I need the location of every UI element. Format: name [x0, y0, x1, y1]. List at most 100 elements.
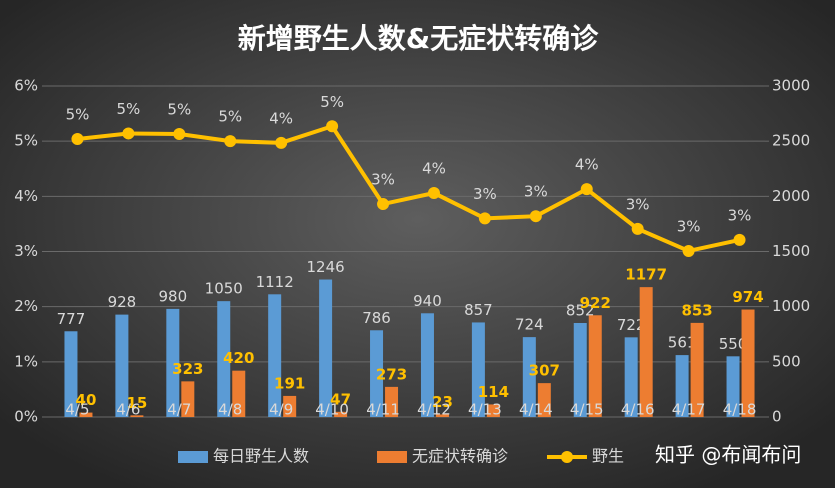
line-label: 3%: [626, 195, 650, 213]
x-tick-label: 4/17: [672, 401, 706, 419]
line-point: [427, 187, 440, 200]
x-tick-label: 4/15: [570, 401, 604, 419]
bar: [588, 315, 602, 417]
x-tick-label: 4/5: [65, 401, 89, 419]
bar: [181, 381, 195, 417]
line-label: 3%: [473, 185, 497, 203]
bar: [370, 330, 384, 417]
bar-label: 722: [617, 316, 646, 334]
legend-label: 无症状转确诊: [412, 447, 508, 466]
bar-label: 420: [223, 349, 254, 367]
line-point: [631, 222, 644, 235]
bar-label: 857: [464, 301, 493, 319]
y2-tick-label: 1000: [772, 297, 810, 315]
line-label: 5%: [218, 108, 242, 126]
line-label: 4%: [575, 156, 599, 174]
bar-label: 15: [126, 394, 147, 412]
x-tick-label: 4/12: [417, 401, 451, 419]
x-tick-label: 4/11: [366, 401, 400, 419]
y2-tick-label: 0: [772, 408, 782, 426]
line-point: [529, 210, 542, 223]
bar: [573, 322, 587, 417]
x-tick-label: 4/10: [315, 401, 349, 419]
bar-label: 724: [515, 316, 544, 334]
bar-label: 777: [57, 310, 86, 328]
x-tick-label: 4/7: [167, 401, 191, 419]
x-tick-label: 4/8: [218, 401, 242, 419]
line-point: [580, 183, 593, 196]
x-tick-label: 4/18: [723, 401, 757, 419]
line-label: 4%: [269, 109, 293, 127]
bar: [639, 287, 653, 417]
bar-label: 307: [529, 362, 560, 380]
bar: [166, 308, 180, 417]
line-point: [478, 212, 491, 225]
x-tick-label: 4/13: [468, 401, 502, 419]
line-label: 5%: [116, 100, 140, 118]
bar: [64, 331, 78, 417]
y2-tick-label: 1500: [772, 242, 810, 260]
bar-label: 323: [172, 360, 203, 378]
bar: [130, 415, 144, 417]
bar: [726, 356, 740, 417]
legend-label: 野生: [592, 447, 624, 466]
bar: [319, 279, 333, 417]
x-tick-label: 4/14: [519, 401, 553, 419]
line-label: 3%: [371, 171, 395, 189]
line-point: [377, 198, 390, 211]
bar-label: 23: [432, 393, 453, 411]
bar-label: 1112: [256, 273, 294, 291]
bar-label: 114: [478, 383, 509, 401]
y-tick-label: 6%: [14, 77, 38, 95]
bar-label: 1050: [205, 280, 243, 298]
bar-label: 940: [413, 292, 442, 310]
x-tick-label: 4/6: [116, 401, 140, 419]
line-point: [682, 244, 695, 257]
x-tick-label: 4/16: [621, 401, 655, 419]
bar: [537, 383, 551, 417]
y-tick-label: 2%: [14, 297, 38, 315]
line-point: [224, 135, 237, 148]
bar-label: 40: [76, 391, 97, 409]
line-label: 3%: [728, 206, 752, 224]
y-tick-label: 1%: [14, 352, 38, 370]
line-label: 3%: [524, 183, 548, 201]
bar-label: 786: [362, 309, 391, 327]
bar: [334, 411, 348, 417]
bar-label: 191: [274, 374, 305, 392]
y-tick-label: 4%: [14, 187, 38, 205]
y-tick-label: 3%: [14, 242, 38, 260]
legend-swatch: [178, 451, 208, 463]
bar-label: 1177: [625, 266, 667, 284]
bar-label: 853: [681, 301, 712, 319]
line-label: 5%: [167, 100, 191, 118]
line-point: [326, 120, 339, 133]
legend-swatch: [561, 451, 573, 463]
y2-tick-label: 2000: [772, 187, 810, 205]
line-label: 5%: [66, 105, 90, 123]
legend-label: 每日野生人数: [213, 447, 309, 466]
bar: [690, 322, 704, 417]
bar: [79, 412, 93, 417]
line-point: [275, 136, 288, 149]
bar: [268, 294, 282, 417]
watermark: 知乎 @布闻布问: [655, 443, 801, 467]
y2-tick-label: 3000: [772, 77, 810, 95]
y2-tick-label: 500: [772, 352, 801, 370]
bar: [385, 386, 399, 417]
line-label: 3%: [677, 217, 701, 235]
line-point: [122, 127, 135, 140]
bar: [232, 370, 246, 417]
bar: [283, 395, 297, 417]
bar-label: 47: [330, 390, 351, 408]
bar: [624, 337, 638, 417]
y2-tick-label: 2500: [772, 132, 810, 150]
bar: [522, 337, 536, 417]
bar: [420, 313, 434, 417]
bar: [486, 404, 500, 417]
bar-label: 550: [719, 335, 748, 353]
line-point: [733, 233, 746, 246]
bar-label: 1246: [307, 258, 345, 276]
bar: [115, 314, 129, 417]
